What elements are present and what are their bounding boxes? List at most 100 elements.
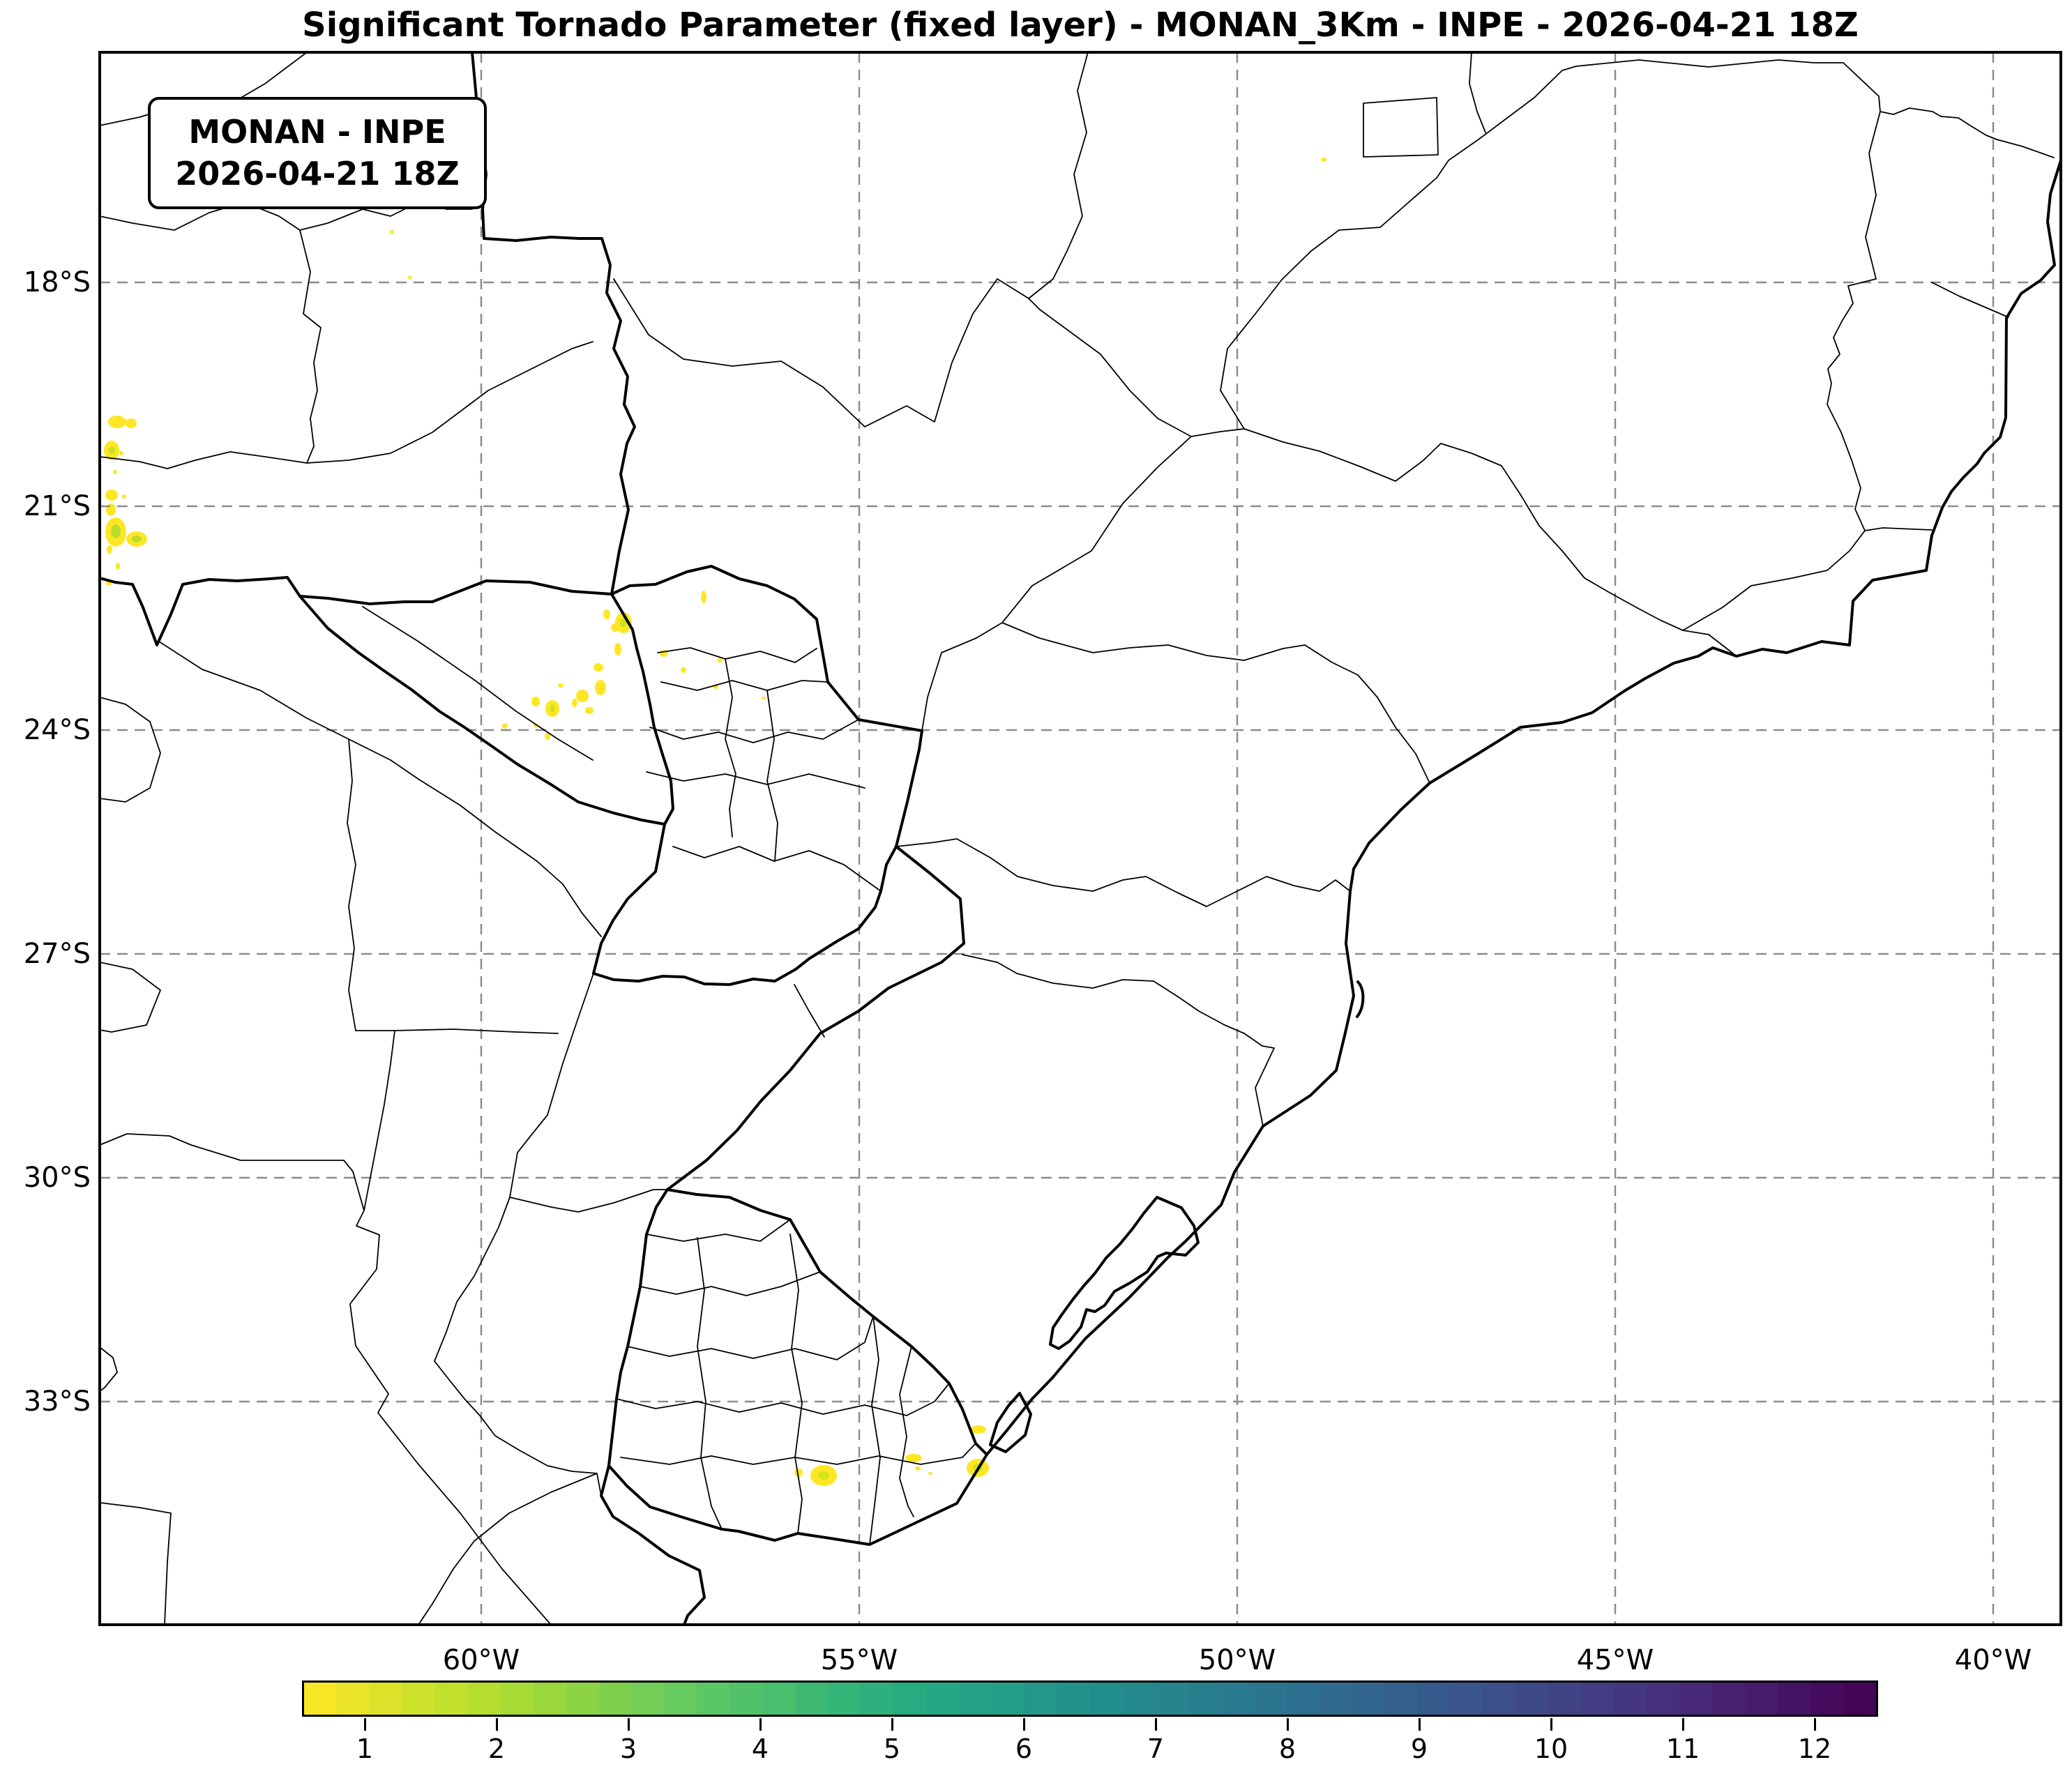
- stp-patch: [717, 658, 723, 662]
- stp-patch: [595, 680, 606, 695]
- colorbar-segment: [1744, 1683, 1778, 1715]
- colorbar-segment: [631, 1683, 665, 1715]
- colorbar-segment: [402, 1683, 435, 1715]
- colorbar-segment: [1711, 1683, 1745, 1715]
- stp-field-patches: [104, 158, 1326, 1486]
- colorbar-tick-label: 5: [883, 1733, 901, 1764]
- state-borders: [100, 52, 2055, 1625]
- colorbar-segment: [598, 1683, 632, 1715]
- colorbar-tick: [1682, 1718, 1684, 1731]
- stp-patch: [928, 1472, 932, 1475]
- colorbar-segment: [1024, 1683, 1057, 1715]
- stp-patch: [794, 1469, 803, 1477]
- colorbar-segment: [1089, 1683, 1123, 1715]
- stp-patch: [603, 609, 610, 619]
- stp-patch: [905, 1454, 922, 1462]
- stp-patch: [576, 690, 589, 702]
- colorbar-tick-label: 9: [1410, 1733, 1428, 1764]
- stp-patch: [116, 563, 120, 570]
- lat-tick-label: 30°S: [23, 1162, 91, 1194]
- colorbar-segment: [893, 1683, 927, 1715]
- colorbar-segment: [369, 1683, 402, 1715]
- colorbar-segment: [533, 1683, 566, 1715]
- colorbar-segment: [828, 1683, 861, 1715]
- lat-tick-label: 24°S: [23, 714, 91, 746]
- colorbar-tick: [364, 1718, 366, 1731]
- colorbar-segment: [1581, 1683, 1615, 1715]
- paraguay-river: [592, 442, 674, 975]
- colorbar-tick: [628, 1718, 630, 1731]
- lagoa-mirim: [989, 1392, 1032, 1453]
- lon-tick-label: 60°W: [442, 1644, 520, 1676]
- uruguay-river: [607, 1188, 669, 1467]
- colorbar-segment: [467, 1683, 501, 1715]
- argentina-brazil-border: [666, 845, 965, 1191]
- annotation-date-line: 2026-04-21 18Z: [175, 154, 460, 192]
- colorbar-tick: [891, 1718, 893, 1731]
- lon-tick-label: 50°W: [1198, 1644, 1276, 1676]
- lat-tick-label: 18°S: [23, 266, 91, 298]
- colorbar-segment: [1155, 1683, 1188, 1715]
- colorbar-segment: [861, 1683, 894, 1715]
- colorbar-segment: [1614, 1683, 1647, 1715]
- colorbar-tick: [1023, 1718, 1025, 1731]
- colorbar-segment: [992, 1683, 1024, 1715]
- stp-patch: [614, 643, 621, 655]
- stp-patch: [620, 618, 627, 628]
- pilcomayo-ar-py-border: [298, 595, 666, 826]
- colorbar-tick-label: 2: [487, 1733, 506, 1764]
- stp-patch: [132, 536, 142, 543]
- colorbar-segment: [1384, 1683, 1418, 1715]
- stp-patch: [572, 699, 577, 707]
- colorbar-tick-label: 3: [619, 1733, 637, 1764]
- colorbar-tick: [1814, 1718, 1816, 1731]
- colorbar-tick: [1287, 1718, 1289, 1731]
- bolivia-paraguay-border: [298, 579, 613, 605]
- colorbar-tick-label: 6: [1015, 1733, 1033, 1764]
- stp-patch: [108, 446, 115, 455]
- stp-patch: [108, 416, 126, 428]
- colorbar-tick-label: 8: [1278, 1733, 1296, 1764]
- colorbar-tick: [1419, 1718, 1421, 1731]
- plot-frame: [98, 51, 2062, 1626]
- stp-patch: [593, 663, 603, 672]
- rio-de-la-plata-south-shore: [600, 1464, 706, 1625]
- colorbar-tick-label: 4: [751, 1733, 769, 1764]
- stp-patch: [915, 1466, 921, 1471]
- colorbar-segment: [1057, 1683, 1090, 1715]
- lon-tick-label: 55°W: [820, 1644, 898, 1676]
- stp-patch: [122, 494, 126, 499]
- lon-tick-label: 40°W: [1954, 1644, 2032, 1676]
- stp-patch: [113, 470, 117, 474]
- bolivia-brazil-border: [471, 52, 636, 445]
- colorbar-segment: [1220, 1683, 1254, 1715]
- colorbar-segment: [762, 1683, 796, 1715]
- colorbar-segment: [566, 1683, 599, 1715]
- colorbar-segment: [1122, 1683, 1156, 1715]
- stp-patch: [545, 733, 550, 740]
- stp-patch: [106, 503, 116, 516]
- colorbar-bar: [302, 1680, 1878, 1717]
- stp-patch: [762, 697, 766, 699]
- colorbar-segment: [926, 1683, 960, 1715]
- stp-patch: [550, 705, 555, 712]
- colorbar-segment: [1417, 1683, 1451, 1715]
- stp-patch: [971, 1425, 986, 1434]
- stp-patch: [390, 230, 394, 234]
- colorbar-segment: [959, 1683, 992, 1715]
- colorbar-segment: [434, 1683, 468, 1715]
- parana-river-ar-py: [592, 845, 898, 986]
- uruguay-brazil-border: [666, 1188, 988, 1456]
- stp-patch: [611, 623, 619, 632]
- colorbar-segment: [729, 1683, 763, 1715]
- model-run-annotation: MONAN - INPE 2026-04-21 18Z: [148, 97, 487, 209]
- colorbar-tick-label: 7: [1147, 1733, 1165, 1764]
- colorbar-segment: [1843, 1683, 1876, 1715]
- colorbar-segment: [1319, 1683, 1352, 1715]
- colorbar-segment: [795, 1683, 829, 1715]
- lon-tick-label: 45°W: [1576, 1644, 1654, 1676]
- stp-patch: [681, 667, 686, 673]
- stp-patch: [119, 451, 123, 455]
- colorbar-segment: [664, 1683, 697, 1715]
